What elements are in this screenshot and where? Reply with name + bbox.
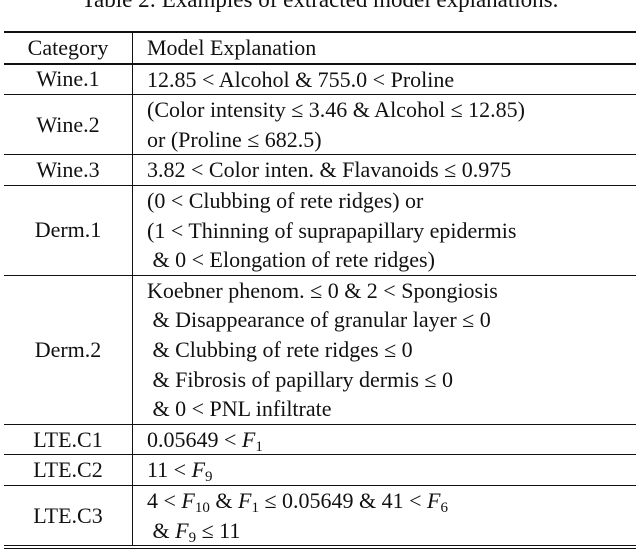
explanation-text: ≤ 11 [196, 517, 241, 543]
explanation-cell: 3.82 < Color inten. & Flavanoids ≤ 0.975 [133, 155, 637, 186]
explanation-text: & 0 < Elongation of rete ridges) [147, 247, 435, 273]
explanation-line: & Disappearance of granular layer ≤ 0 [147, 305, 636, 335]
table-row: Wine.3 3.82 < Color inten. & Flavanoids ≤… [4, 154, 637, 186]
category-cell: Wine.3 [4, 154, 133, 186]
explanation-cell: Koebner phenom. ≤ 0 & 2 < Spongiosis & D… [133, 275, 637, 424]
explanation-text: & [209, 487, 238, 513]
explanation-text: ≤ 0.05649 & 41 < [258, 487, 428, 513]
explanation-line: (0 < Clubbing of rete ridges) or [147, 186, 636, 216]
explanation-text: (0 < Clubbing of rete ridges) or [147, 187, 424, 213]
explanation-text: 12.85 < Alcohol & 755.0 < Proline [147, 66, 455, 92]
explanation-cell: 12.85 < Alcohol & 755.0 < Proline [133, 64, 637, 95]
explanation-line: 12.85 < Alcohol & 755.0 < Proline [147, 65, 636, 95]
category-cell: LTE.C1 [4, 424, 133, 455]
explanation-cell: (0 < Clubbing of rete ridges) or (1 < Thi… [133, 185, 637, 275]
explanation-line: or (Proline ≤ 682.5) [147, 125, 636, 155]
math-variable: F6 [427, 487, 449, 516]
variable-name: F [241, 426, 256, 452]
explanation-text: 3.82 < Color inten. & Flavanoids ≤ 0.975 [147, 157, 512, 183]
table-header-row: Category Model Explanation [4, 32, 636, 64]
category-cell: LTE.C3 [4, 485, 133, 548]
variable-subscript: 1 [251, 499, 259, 516]
header-category-label: Category [27, 35, 109, 60]
variable-name: F [238, 487, 252, 513]
category-cell: Derm.2 [4, 275, 133, 425]
category-cell: LTE.C2 [4, 454, 133, 486]
variable-name: F [181, 487, 195, 513]
explanations-table: Category Model Explanation Wine.1 12.85 <… [4, 31, 636, 549]
math-variable: F9 [175, 517, 197, 546]
variable-subscript: 6 [440, 499, 449, 516]
category-cell: Wine.2 [4, 94, 133, 155]
explanation-line: 0.05649 < F1 [147, 425, 636, 455]
math-variable: F1 [238, 487, 259, 516]
explanation-text: (Color intensity ≤ 3.46 & Alcohol ≤ 12.8… [147, 97, 525, 123]
explanation-cell: 4 < F10 & F1 ≤ 0.05649 & 41 < F6 & F9 ≤ … [133, 485, 637, 547]
header-category: Category [4, 32, 133, 64]
explanation-cell: 11 < F9 [133, 455, 637, 486]
explanation-text: & 0 < PNL infiltrate [147, 396, 332, 422]
explanation-line: & Clubbing of rete ridges ≤ 0 [147, 335, 636, 365]
explanation-text: 0.05649 < [147, 426, 242, 452]
category-cell: Wine.1 [4, 63, 133, 95]
table-row: Derm.1 (0 < Clubbing of rete ridges) or (1… [4, 185, 637, 276]
explanation-cell: 0.05649 < F1 [133, 424, 637, 455]
math-variable: F9 [191, 457, 213, 486]
variable-subscript: 10 [194, 499, 210, 516]
explanation-text: & Fibrosis of papillary dermis ≤ 0 [147, 366, 454, 392]
explanation-line: & 0 < PNL infiltrate [147, 394, 636, 424]
header-explanation-label: Model Explanation [147, 35, 317, 60]
table-caption: Table 2: Examples of extracted model exp… [0, 0, 640, 13]
explanation-cell: (Color intensity ≤ 3.46 & Alcohol ≤ 12.8… [133, 95, 637, 155]
table-row: Wine.1 12.85 < Alcohol & 755.0 < Proline [4, 63, 637, 95]
explanation-line: Koebner phenom. ≤ 0 & 2 < Spongiosis [147, 276, 636, 306]
category-cell: Derm.1 [4, 185, 133, 276]
table-row: LTE.C2 11 < F9 [4, 454, 637, 486]
table-row: Derm.2 Koebner phenom. ≤ 0 & 2 < Spongios… [4, 275, 637, 425]
explanation-line: & 0 < Elongation of rete ridges) [147, 245, 636, 275]
variable-subscript: 1 [255, 438, 263, 455]
explanation-text: & Clubbing of rete ridges ≤ 0 [147, 336, 413, 362]
variable-name: F [175, 517, 189, 543]
table-row: LTE.C3 4 < F10 & F1 ≤ 0.05649 & 41 < F6 &… [4, 485, 637, 548]
explanation-line: (1 < Thinning of suprapapillary epidermi… [147, 216, 636, 246]
explanation-line: & Fibrosis of papillary dermis ≤ 0 [147, 365, 636, 395]
explanation-text: (1 < Thinning of suprapapillary epidermi… [147, 217, 517, 243]
explanation-line: 4 < F10 & F1 ≤ 0.05649 & 41 < F6 [147, 486, 636, 516]
explanation-text: 11 < [147, 457, 192, 483]
variable-subscript: 9 [188, 529, 197, 546]
table-row: Wine.2 (Color intensity ≤ 3.46 & Alcohol … [4, 94, 637, 155]
explanation-text: & [147, 517, 176, 543]
explanation-text: Koebner phenom. ≤ 0 & 2 < Spongiosis [147, 277, 498, 303]
header-explanation: Model Explanation [133, 32, 637, 64]
explanation-line: 3.82 < Color inten. & Flavanoids ≤ 0.975 [147, 155, 636, 185]
table-row: LTE.C1 0.05649 < F1 [4, 424, 636, 455]
math-variable: F10 [181, 487, 210, 516]
math-variable: F1 [241, 426, 263, 455]
explanation-text: or (Proline ≤ 682.5) [147, 126, 322, 152]
explanation-line: 11 < F9 [147, 455, 636, 485]
variable-name: F [191, 457, 206, 483]
explanation-text: & Disappearance of granular layer ≤ 0 [147, 307, 491, 333]
variable-subscript: 9 [205, 469, 213, 486]
explanation-line: (Color intensity ≤ 3.46 & Alcohol ≤ 12.8… [147, 95, 636, 125]
explanation-text: 4 < [147, 487, 182, 513]
variable-name: F [427, 487, 441, 513]
explanation-line: & F9 ≤ 11 [147, 516, 636, 546]
